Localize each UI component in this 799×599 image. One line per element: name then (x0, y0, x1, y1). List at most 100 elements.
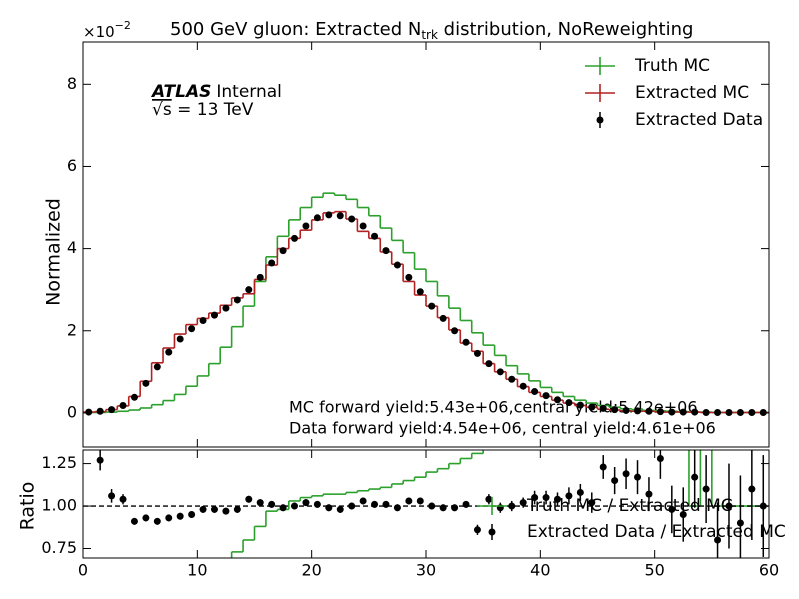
data-point (359, 497, 367, 505)
data-point (588, 403, 596, 411)
data-point (451, 327, 459, 335)
data-point (428, 302, 436, 310)
data-point (462, 500, 470, 508)
title-main: 500 GeV gluon: Extracted N (170, 19, 421, 40)
data-point (382, 247, 390, 255)
data-point (599, 463, 607, 471)
y-tick-label: 0.75 (41, 538, 77, 557)
data-point (176, 335, 184, 343)
data-point (634, 473, 642, 481)
y-axis-label: Normalized (43, 198, 65, 306)
data-point (531, 494, 539, 502)
data-point (691, 408, 699, 416)
data-point (336, 212, 344, 220)
frame (82, 41, 770, 448)
x-tick-label: 50 (644, 561, 664, 580)
legend-swatch (596, 116, 604, 124)
data-point (748, 485, 756, 493)
y-tick-label: 4 (67, 238, 77, 257)
data-point (588, 499, 596, 507)
data-point (473, 349, 481, 357)
data-point (130, 517, 138, 525)
data-point (153, 363, 161, 371)
data-point (85, 408, 93, 416)
data-point (736, 519, 744, 527)
data-point (336, 505, 344, 513)
data-point (531, 388, 539, 396)
data-point (416, 497, 424, 505)
data-point (325, 504, 333, 512)
data-point (416, 288, 424, 296)
data-point (142, 379, 150, 387)
data-point (245, 286, 253, 294)
data-point (96, 456, 104, 464)
frame (82, 449, 770, 559)
data-point (359, 222, 367, 230)
data-point (176, 512, 184, 520)
multiplier-exp: −2 (115, 19, 131, 32)
data-point (679, 511, 687, 519)
data-point (245, 495, 253, 503)
data-point (142, 514, 150, 522)
data-point (611, 477, 619, 485)
data-point (382, 500, 390, 508)
legend-label: Extracted Data / Extracted MC (527, 522, 786, 542)
data-point (199, 316, 207, 324)
data-point (199, 505, 207, 513)
data-point (256, 499, 264, 507)
data-point (130, 393, 138, 401)
data-point (210, 505, 218, 513)
data-point (393, 504, 401, 512)
data-point (233, 296, 241, 304)
data-point (599, 404, 607, 412)
data-point (405, 497, 413, 505)
multiplier-base: ×10 (83, 23, 115, 41)
data-point (542, 392, 550, 400)
data-point (222, 304, 230, 312)
data-point (473, 526, 481, 534)
data-point (188, 511, 196, 519)
data-point (393, 261, 401, 269)
data-point (371, 500, 379, 508)
data-point (291, 234, 299, 242)
data-point (439, 314, 447, 322)
y-axis-label: Ratio (17, 482, 39, 531)
x-tick-label: 10 (187, 561, 207, 580)
data-point (553, 396, 561, 404)
data-point (725, 408, 733, 416)
energy-label: √s = 13 TeV (152, 100, 254, 120)
x-tick-label: 40 (530, 561, 550, 580)
y-tick-label: 1.00 (41, 496, 77, 515)
data-point (714, 536, 722, 544)
title-subscript: trk (421, 28, 438, 42)
data-point (668, 505, 676, 513)
data-point (108, 492, 116, 500)
plot-area (83, 192, 769, 416)
data-point (325, 211, 333, 219)
y-tick-label: 1.25 (41, 453, 77, 472)
x-tick-label: 0 (78, 561, 88, 580)
data-point (519, 382, 527, 390)
legend-label: Extracted MC (635, 83, 749, 103)
energy-value: = 13 TeV (172, 100, 254, 120)
title-suffix: distribution, NoReweighting (438, 19, 694, 40)
data-point (519, 499, 527, 507)
data-point (542, 494, 550, 502)
atlas-status: Internal (216, 82, 282, 102)
data-point (485, 360, 493, 368)
data-point (302, 222, 310, 230)
data-point (153, 517, 161, 525)
data-point (714, 408, 722, 416)
data-point (302, 499, 310, 507)
data-point (405, 273, 413, 281)
data-point (451, 504, 459, 512)
data-point (165, 348, 173, 356)
data-point (622, 470, 630, 478)
x-tick-label: 30 (416, 561, 436, 580)
data-point (679, 408, 687, 416)
data-point (565, 399, 573, 407)
data-point (634, 407, 642, 415)
data-point (691, 473, 699, 481)
data-point (439, 504, 447, 512)
